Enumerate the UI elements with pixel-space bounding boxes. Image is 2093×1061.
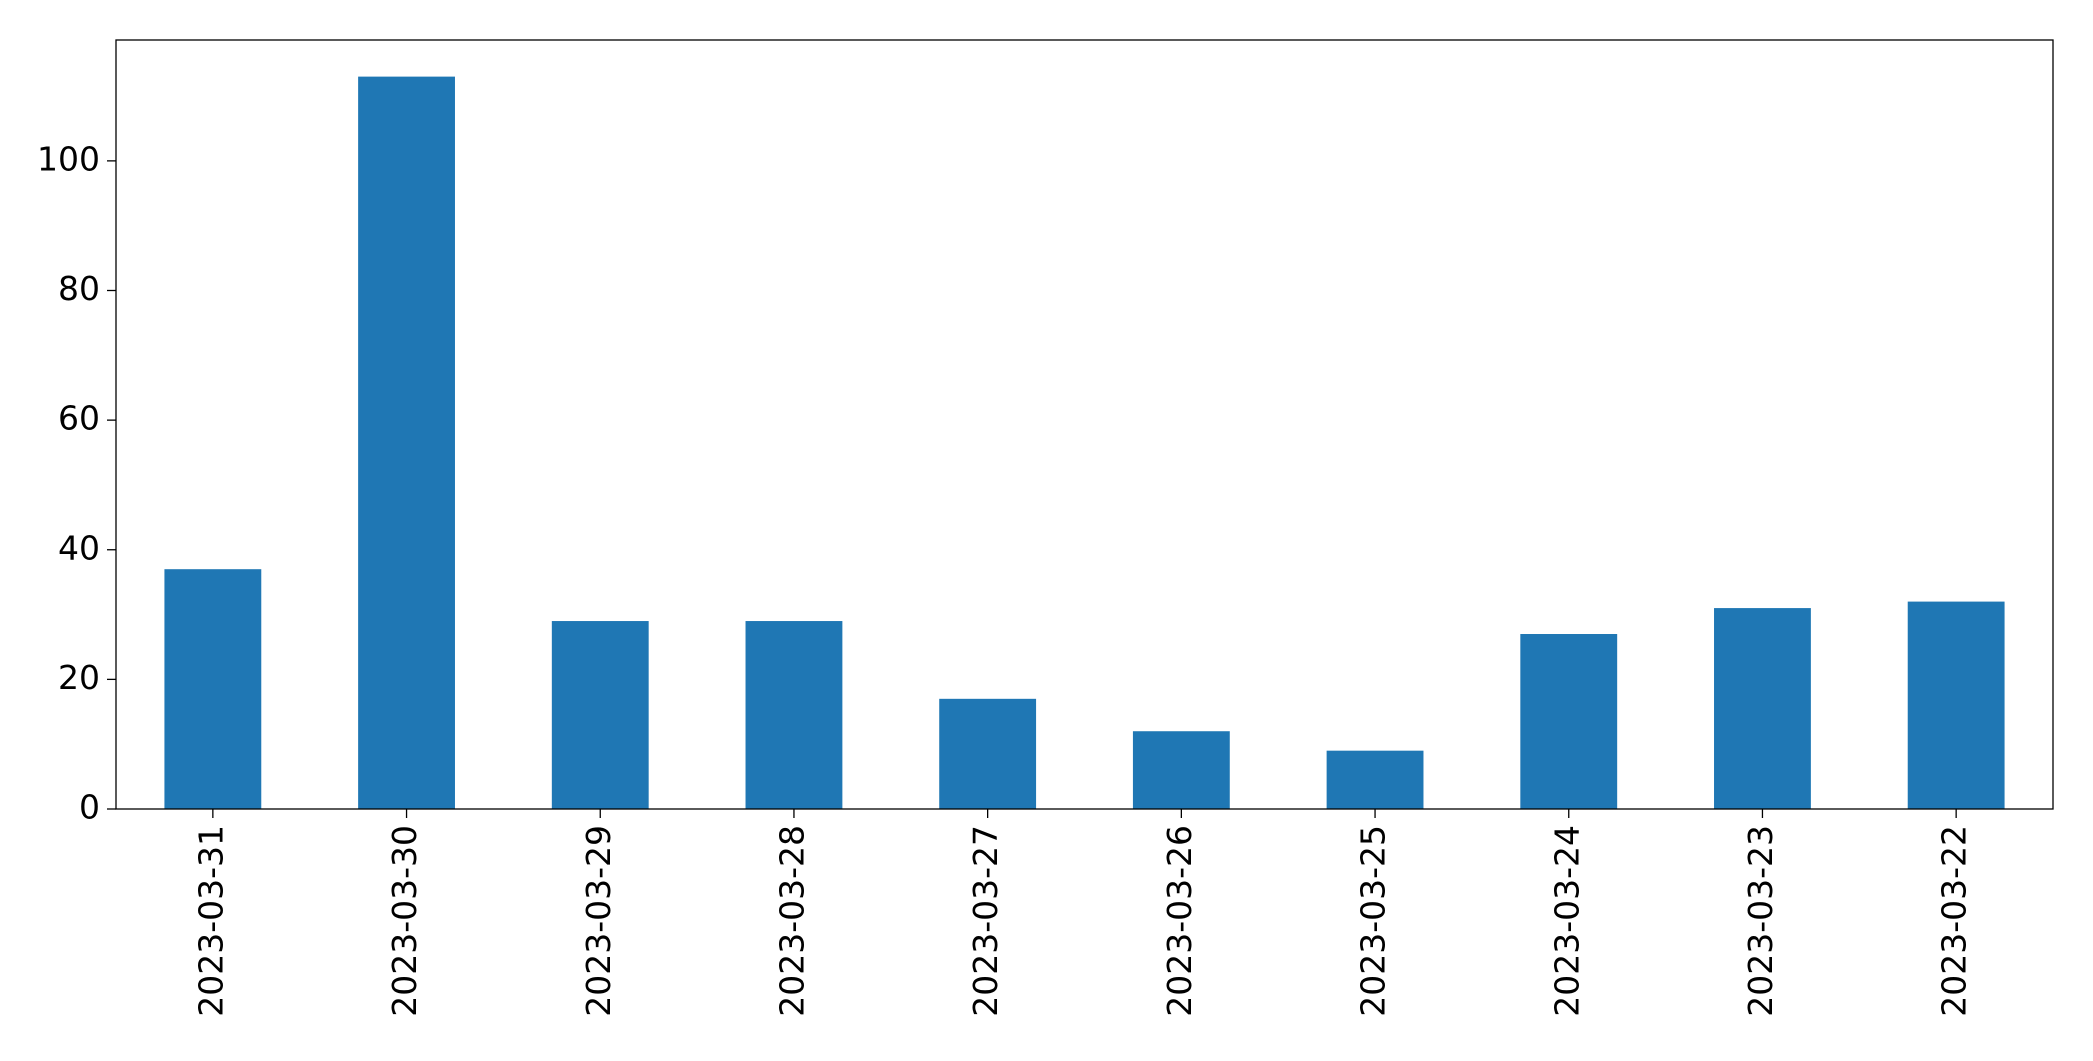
bar — [745, 621, 843, 809]
x-tick-label: 2023-03-23 — [1741, 825, 1780, 1017]
y-tick-label: 0 — [79, 788, 100, 827]
y-tick-label: 40 — [58, 528, 100, 567]
x-tick-label: 2023-03-24 — [1547, 825, 1586, 1017]
bar — [1520, 634, 1618, 809]
x-tick-label: 2023-03-22 — [1935, 825, 1974, 1017]
bar — [358, 76, 455, 810]
x-tick-label: 2023-03-28 — [772, 825, 811, 1017]
bar — [1714, 608, 1811, 809]
y-tick-label: 20 — [58, 658, 100, 697]
plot-frame — [115, 39, 2054, 810]
x-tick-label: 2023-03-26 — [1160, 825, 1199, 1017]
bar — [939, 698, 1037, 809]
bar — [164, 569, 262, 809]
y-tick-label: 60 — [58, 399, 100, 438]
x-tick-label: 2023-03-29 — [579, 825, 618, 1017]
x-tick-label: 2023-03-30 — [385, 825, 424, 1017]
x-tick-label: 2023-03-25 — [1354, 825, 1393, 1017]
bar — [1907, 601, 2005, 809]
bar — [551, 621, 649, 809]
y-tick-label: 80 — [58, 269, 100, 308]
y-tick-label: 100 — [37, 139, 100, 178]
x-tick-label: 2023-03-31 — [191, 825, 230, 1017]
bar — [1326, 750, 1424, 809]
bar — [1132, 731, 1230, 809]
x-tick-label: 2023-03-27 — [966, 825, 1005, 1017]
